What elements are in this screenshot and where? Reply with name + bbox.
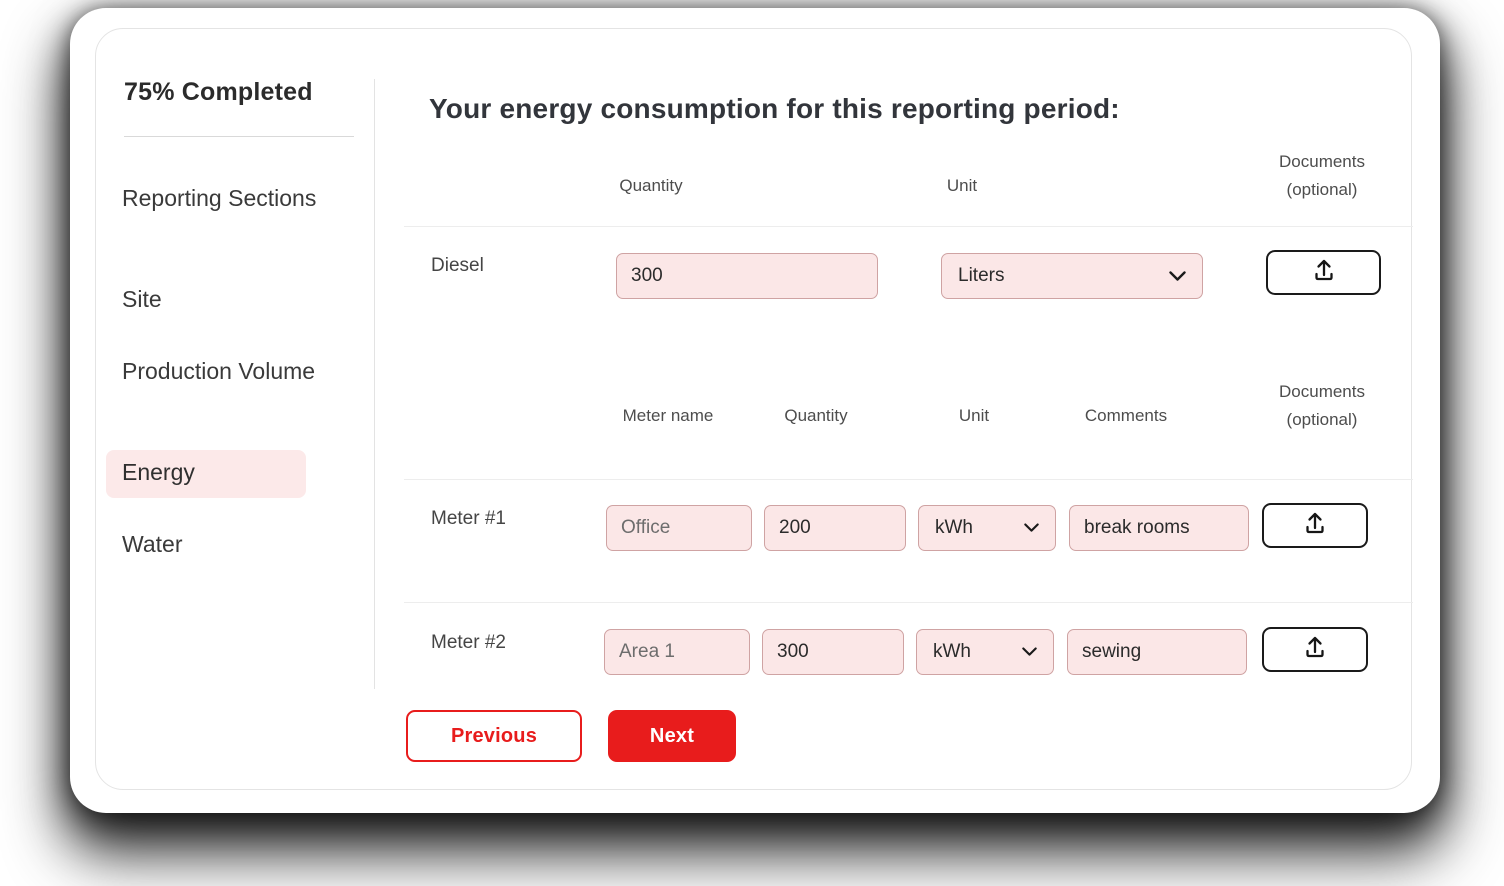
next-button[interactable]: Next (608, 710, 736, 762)
sidebar-item-production-volume[interactable]: Production Volume (122, 358, 316, 384)
divider (404, 602, 1413, 603)
fuel-col-documents-line1: Documents (1279, 152, 1365, 171)
meter1-name-input[interactable] (606, 505, 752, 551)
upload-icon (1311, 257, 1337, 288)
divider (404, 479, 1413, 480)
meter2-unit-value: kWh (933, 641, 971, 662)
progress-label: 75% Completed (124, 78, 313, 106)
meter1-quantity-input[interactable] (764, 505, 906, 551)
meter2-unit-select[interactable]: kWh (916, 629, 1054, 675)
diesel-quantity-input[interactable] (616, 253, 878, 299)
meter1-comments-input[interactable] (1069, 505, 1249, 551)
fuel-col-unit: Unit (946, 176, 978, 195)
divider (404, 226, 1413, 227)
chevron-down-icon (1022, 647, 1037, 657)
meter2-upload-button[interactable] (1262, 627, 1368, 672)
meter1-upload-button[interactable] (1262, 503, 1368, 548)
form-card-inner: 75% Completed Reporting Sections Site Pr… (95, 28, 1413, 790)
meter-col-documents-line2: (optional) (1286, 410, 1358, 430)
fuel-col-documents-line2: (optional) (1286, 180, 1358, 200)
sidebar-item-reporting-sections[interactable]: Reporting Sections (122, 185, 317, 211)
diesel-upload-button[interactable] (1266, 250, 1381, 295)
meter-col-documents-line1: Documents (1279, 382, 1365, 401)
form-card: 75% Completed Reporting Sections Site Pr… (70, 8, 1440, 813)
sidebar-item-site[interactable]: Site (122, 286, 162, 312)
meter2-comments-input[interactable] (1067, 629, 1247, 675)
meter-col-unit: Unit (958, 406, 990, 425)
fuel-row-label: Diesel (431, 255, 484, 276)
previous-button[interactable]: Previous (406, 710, 582, 762)
diesel-unit-select[interactable]: Liters (941, 253, 1203, 299)
upload-icon (1302, 510, 1328, 541)
sidebar-item-energy[interactable]: Energy (106, 450, 306, 498)
meter2-name-input[interactable] (604, 629, 750, 675)
diesel-unit-value: Liters (958, 265, 1005, 286)
page-title: Your energy consumption for this reporti… (429, 93, 1120, 124)
meter-col-quantity: Quantity (784, 406, 848, 425)
sidebar-item-label: Energy (122, 459, 195, 485)
sidebar-divider (374, 79, 375, 689)
chevron-down-icon (1024, 523, 1039, 533)
meter1-unit-select[interactable]: kWh (918, 505, 1056, 551)
chevron-down-icon (1169, 270, 1186, 282)
meter-col-name: Meter name (622, 406, 714, 425)
progress-divider (124, 136, 354, 137)
meter1-unit-value: kWh (935, 517, 973, 538)
meter-row-label: Meter #1 (431, 508, 506, 529)
meter-row-label: Meter #2 (431, 632, 506, 653)
meter2-quantity-input[interactable] (762, 629, 904, 675)
fuel-col-quantity: Quantity (619, 176, 683, 195)
sidebar-item-water[interactable]: Water (122, 531, 183, 557)
meter-col-documents: Documents (optional) (1279, 378, 1365, 434)
fuel-col-documents: Documents (optional) (1279, 148, 1365, 204)
upload-icon (1302, 634, 1328, 665)
meter-col-comments: Comments (1084, 406, 1168, 425)
